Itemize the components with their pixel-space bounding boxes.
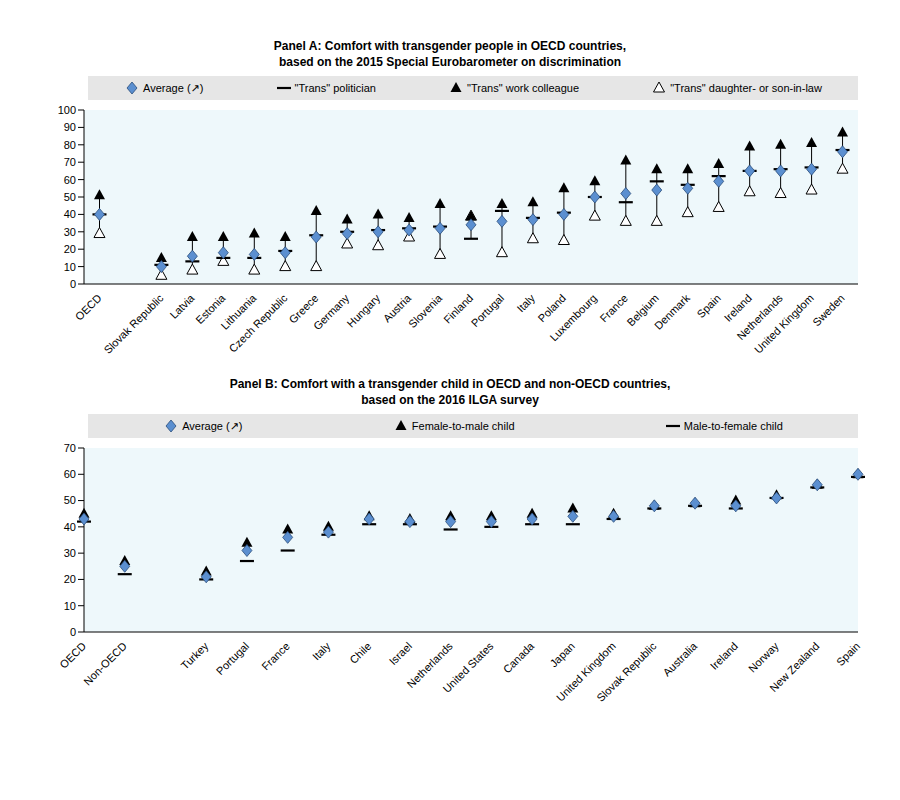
- svg-text:30: 30: [64, 226, 76, 238]
- svg-text:100: 100: [58, 104, 76, 116]
- svg-text:Spain: Spain: [834, 640, 862, 668]
- svg-text:Israel: Israel: [387, 640, 415, 668]
- svg-text:France: France: [259, 640, 292, 673]
- svg-text:0: 0: [70, 278, 76, 290]
- svg-text:Ireland: Ireland: [721, 291, 754, 324]
- html-text:Panel B: Comfort with a transg: Panel B: Comfort with a transgender chil…: [229, 377, 671, 407]
- svg-text:90: 90: [64, 121, 76, 133]
- html-text:"Trans" daughter- or son-in-la: "Trans" daughter- or son-in-law: [670, 82, 822, 94]
- html-text:"Trans" work colleague: "Trans" work colleague: [467, 82, 580, 94]
- svg-text:10: 10: [64, 600, 76, 612]
- svg-text:60: 60: [64, 174, 76, 186]
- svg-text:Estonia: Estonia: [193, 291, 228, 327]
- svg-text:United Kingdom: United Kingdom: [554, 639, 618, 704]
- svg-text:60: 60: [64, 468, 76, 480]
- svg-text:Germany: Germany: [311, 291, 352, 332]
- svg-text:40: 40: [64, 208, 76, 220]
- svg-text:United States: United States: [440, 639, 496, 695]
- svg-text:Spain: Spain: [695, 292, 723, 320]
- svg-text:Portugal: Portugal: [214, 640, 251, 677]
- svg-text:Italy: Italy: [514, 291, 537, 314]
- svg-text:Luxembourg: Luxembourg: [547, 292, 599, 344]
- svg-text:Netherlands: Netherlands: [404, 639, 455, 691]
- svg-text:40: 40: [64, 521, 76, 533]
- html-text:Panel A: Comfort with transgen: Panel A: Comfort with transgender people…: [273, 39, 627, 69]
- html-text:"Trans" politician: "Trans" politician: [294, 82, 376, 94]
- html-text:Female-to-male child: Female-to-male child: [411, 420, 515, 432]
- svg-text:Greece: Greece: [286, 291, 321, 326]
- svg-text:Chile: Chile: [347, 640, 373, 666]
- svg-text:Czech Republic: Czech Republic: [227, 291, 290, 354]
- svg-text:30: 30: [64, 547, 76, 559]
- svg-text:Slovak Republic: Slovak Republic: [594, 639, 659, 704]
- svg-text:80: 80: [64, 139, 76, 151]
- svg-text:Italy: Italy: [310, 639, 333, 662]
- svg-text:0: 0: [70, 626, 76, 638]
- svg-text:Finland: Finland: [441, 291, 476, 326]
- svg-text:OECD: OECD: [73, 292, 104, 323]
- svg-text:20: 20: [64, 243, 76, 255]
- svg-text:United Kingdom: United Kingdom: [752, 292, 816, 356]
- svg-text:Latvia: Latvia: [167, 291, 197, 321]
- svg-text:50: 50: [64, 191, 76, 203]
- svg-text:Turkey: Turkey: [178, 639, 210, 671]
- svg-text:70: 70: [64, 156, 76, 168]
- svg-text:France: France: [597, 291, 630, 325]
- svg-text:OECD: OECD: [57, 640, 88, 671]
- svg-text:Japan: Japan: [547, 640, 577, 670]
- svg-text:Denmark: Denmark: [652, 291, 692, 331]
- svg-text:New Zealand: New Zealand: [767, 640, 821, 694]
- svg-text:Portugal: Portugal: [469, 292, 506, 329]
- svg-text:Slovak Republic: Slovak Republic: [101, 291, 166, 356]
- svg-text:Norway: Norway: [746, 639, 781, 674]
- svg-text:Lithuania: Lithuania: [218, 291, 259, 332]
- html-text:Average (↗): Average (↗): [182, 419, 243, 432]
- svg-text:Sweden: Sweden: [810, 292, 847, 329]
- svg-text:50: 50: [64, 494, 76, 506]
- svg-text:70: 70: [64, 442, 76, 454]
- html-text:Male-to-female child: Male-to-female child: [683, 420, 783, 432]
- svg-text:Slovenia: Slovenia: [406, 291, 445, 330]
- svg-text:Poland: Poland: [535, 291, 569, 325]
- svg-text:Hungary: Hungary: [344, 291, 382, 329]
- html-text:Average (↗): Average (↗): [143, 81, 204, 94]
- svg-text:Netherlands: Netherlands: [734, 291, 785, 343]
- svg-text:Belgium: Belgium: [624, 291, 661, 329]
- svg-text:Australia: Australia: [661, 639, 700, 678]
- svg-text:Ireland: Ireland: [708, 640, 740, 672]
- svg-text:Canada: Canada: [501, 639, 537, 675]
- svg-text:20: 20: [64, 573, 76, 585]
- svg-text:Non-OECD: Non-OECD: [81, 640, 129, 688]
- svg-text:Austria: Austria: [380, 291, 414, 325]
- svg-text:10: 10: [64, 261, 76, 273]
